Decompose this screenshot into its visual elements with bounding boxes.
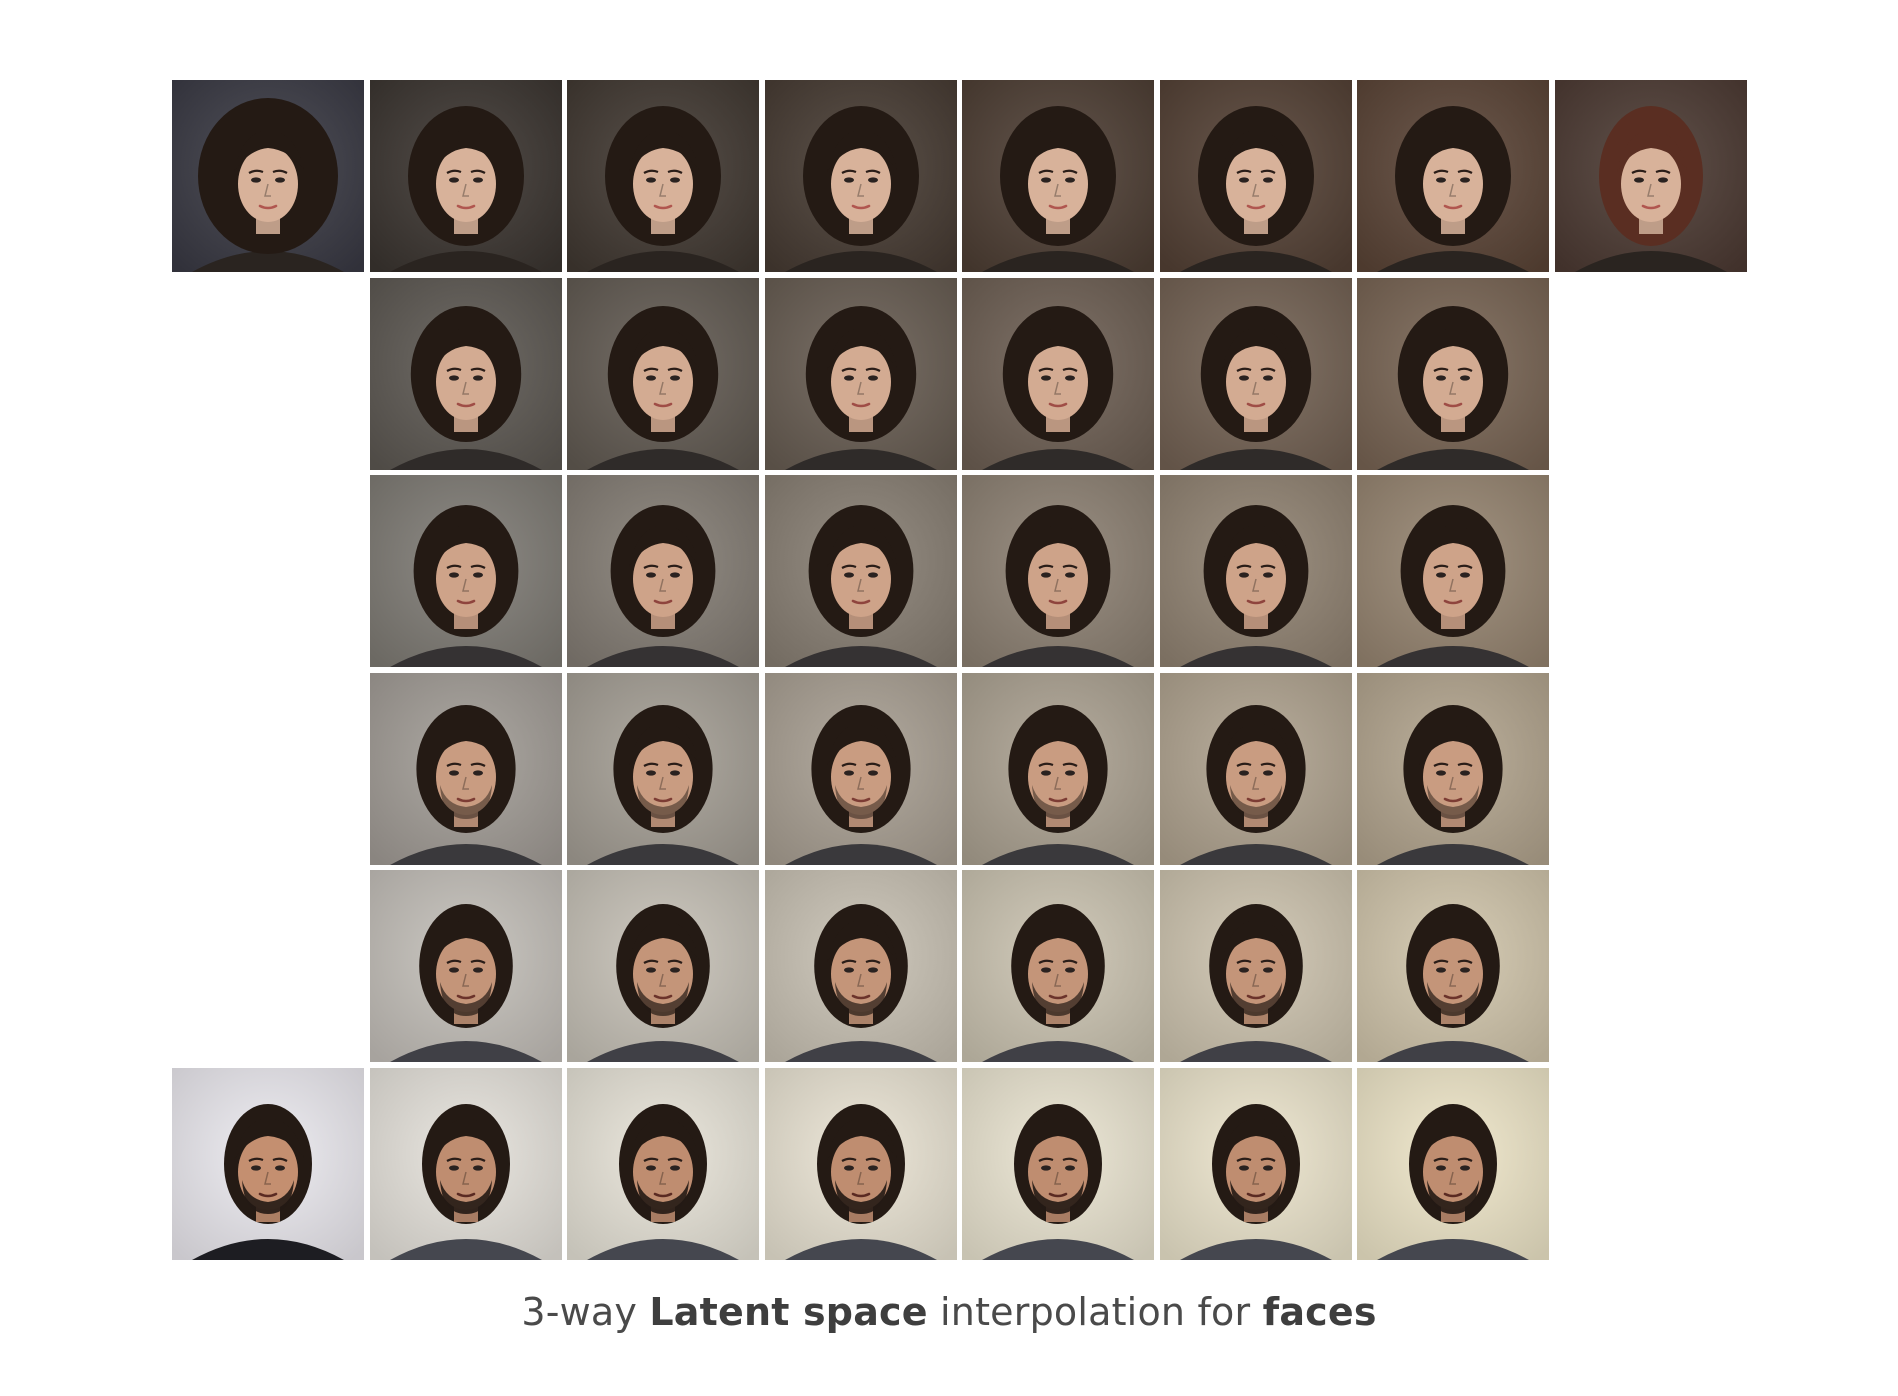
face-image [962, 80, 1154, 272]
interpolated-face-tile [1357, 672, 1549, 865]
interpolated-face-tile [962, 870, 1154, 1062]
face-image [369, 80, 562, 272]
interpolated-face-tile [1357, 277, 1549, 470]
interpolated-face-tile [1159, 475, 1352, 667]
interpolated-face-tile [369, 80, 562, 272]
interpolated-face-tile [369, 672, 562, 865]
face-image [1357, 277, 1549, 470]
face-image [369, 475, 562, 667]
interpolated-face-tile [369, 1067, 562, 1260]
interpolated-face-tile [1357, 1067, 1549, 1260]
interpolated-face-tile [764, 870, 957, 1062]
source-b-face-tile [1554, 80, 1747, 272]
face-image [764, 1067, 957, 1260]
face-image [764, 277, 957, 470]
interpolated-face-tile [567, 475, 759, 667]
interpolated-face-tile [567, 870, 759, 1062]
source-c-face-tile [172, 1067, 364, 1260]
interpolated-face-tile [1159, 277, 1352, 470]
face-image [369, 277, 562, 470]
face-image [172, 80, 364, 272]
face-image [567, 672, 759, 865]
face-image [369, 1067, 562, 1260]
face-image [962, 672, 1154, 865]
interpolated-face-tile [962, 475, 1154, 667]
interpolated-face-tile [1159, 672, 1352, 865]
face-image [962, 1067, 1154, 1260]
interpolated-face-tile [567, 672, 759, 865]
interpolated-face-tile [369, 475, 562, 667]
interpolated-face-tile [764, 277, 957, 470]
interpolated-face-tile [962, 80, 1154, 272]
face-image [1357, 1067, 1549, 1260]
face-image [1554, 80, 1747, 272]
face-image [369, 672, 562, 865]
interpolated-face-tile [369, 277, 562, 470]
caption-middle: interpolation for [927, 1290, 1263, 1334]
face-image [567, 1067, 759, 1260]
face-image [1159, 277, 1352, 470]
interpolated-face-tile [962, 672, 1154, 865]
face-image [1159, 475, 1352, 667]
face-image [567, 277, 759, 470]
face-image [1159, 80, 1352, 272]
face-image [1357, 80, 1549, 272]
caption-bold-faces: faces [1262, 1290, 1377, 1334]
face-image [1159, 672, 1352, 865]
interpolated-face-tile [1159, 870, 1352, 1062]
face-image [369, 870, 562, 1062]
caption-bold-latent-space: Latent space [649, 1290, 928, 1334]
face-image [962, 475, 1154, 667]
face-image [764, 80, 957, 272]
interpolated-face-tile [1357, 80, 1549, 272]
face-image [764, 475, 957, 667]
face-image [1159, 1067, 1352, 1260]
face-image [1357, 475, 1549, 667]
figure-caption: 3-way Latent space interpolation for fac… [0, 1290, 1898, 1334]
interpolated-face-tile [764, 80, 957, 272]
face-image [962, 870, 1154, 1062]
caption-prefix: 3-way [521, 1290, 650, 1334]
source-a-face-tile [172, 80, 364, 272]
interpolated-face-tile [962, 1067, 1154, 1260]
face-image [962, 277, 1154, 470]
interpolated-face-tile [1159, 1067, 1352, 1260]
interpolation-grid [172, 80, 1747, 1260]
interpolated-face-tile [567, 1067, 759, 1260]
face-image [764, 672, 957, 865]
interpolated-face-tile [1159, 80, 1352, 272]
interpolated-face-tile [369, 870, 562, 1062]
face-image [1159, 870, 1352, 1062]
interpolated-face-tile [764, 475, 957, 667]
face-image [567, 870, 759, 1062]
interpolated-face-tile [1357, 475, 1549, 667]
face-image [1357, 870, 1549, 1062]
interpolated-face-tile [764, 672, 957, 865]
face-image [567, 80, 759, 272]
face-image [764, 870, 957, 1062]
interpolated-face-tile [764, 1067, 957, 1260]
interpolated-face-tile [962, 277, 1154, 470]
interpolated-face-tile [567, 277, 759, 470]
face-image [172, 1067, 364, 1260]
face-image [1357, 672, 1549, 865]
face-image [567, 475, 759, 667]
interpolated-face-tile [1357, 870, 1549, 1062]
interpolated-face-tile [567, 80, 759, 272]
